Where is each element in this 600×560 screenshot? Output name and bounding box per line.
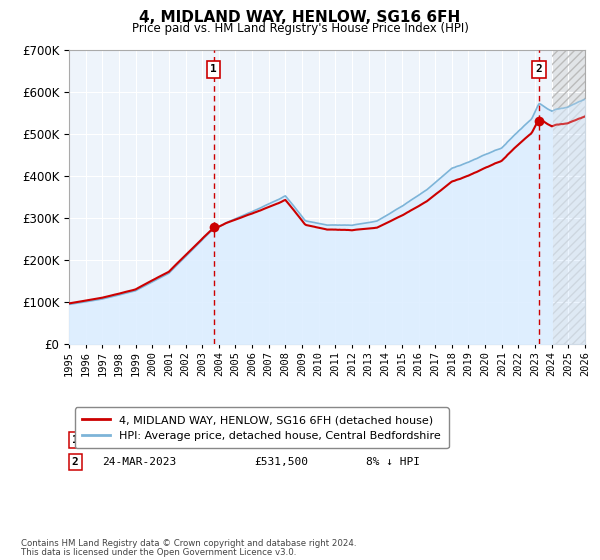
Text: This data is licensed under the Open Government Licence v3.0.: This data is licensed under the Open Gov… (21, 548, 296, 557)
Text: 09-SEP-2003: 09-SEP-2003 (103, 435, 177, 445)
Text: 8% ↓ HPI: 8% ↓ HPI (366, 457, 420, 467)
Text: 1: 1 (72, 435, 79, 445)
Bar (552, 50, 585, 344)
Legend: 4, MIDLAND WAY, HENLOW, SG16 6FH (detached house), HPI: Average price, detached : 4, MIDLAND WAY, HENLOW, SG16 6FH (detach… (74, 407, 449, 449)
Text: Contains HM Land Registry data © Crown copyright and database right 2024.: Contains HM Land Registry data © Crown c… (21, 539, 356, 548)
Text: 2: 2 (536, 64, 542, 74)
Text: £280,000: £280,000 (255, 435, 309, 445)
Bar (552, 50, 585, 344)
Text: £531,500: £531,500 (255, 457, 309, 467)
Text: 24-MAR-2023: 24-MAR-2023 (103, 457, 177, 467)
Text: 1: 1 (210, 64, 217, 74)
Text: 3% ↑ HPI: 3% ↑ HPI (366, 435, 420, 445)
Text: 4, MIDLAND WAY, HENLOW, SG16 6FH: 4, MIDLAND WAY, HENLOW, SG16 6FH (139, 10, 461, 25)
Text: 2: 2 (72, 457, 79, 467)
Text: Price paid vs. HM Land Registry's House Price Index (HPI): Price paid vs. HM Land Registry's House … (131, 22, 469, 35)
